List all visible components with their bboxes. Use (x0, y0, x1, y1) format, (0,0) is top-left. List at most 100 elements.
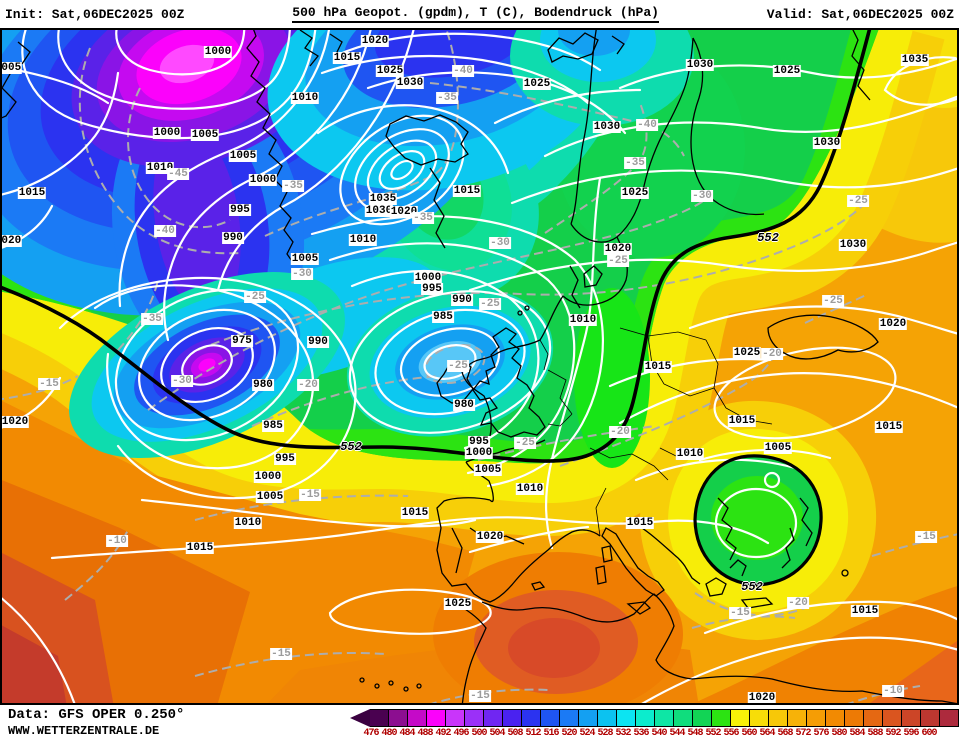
temperature-contour-label: -20 (787, 597, 809, 609)
pressure-contour-label: 985 (432, 311, 454, 323)
geopotential-color-scale: 476 480 484 488 492 496 500 504 508 512 516 520 524 5… (350, 708, 959, 740)
temperature-contour-label: -30 (171, 375, 193, 387)
scale-tick-label: 476 (363, 728, 379, 739)
scale-color-cell (598, 709, 617, 727)
scale-tick-label: 556 (723, 728, 739, 739)
pressure-contour-label: 1005 (228, 150, 258, 162)
pressure-contour-label: 1020 (747, 692, 777, 704)
pressure-contour-label: 1030 (592, 121, 622, 133)
geopotential-552-label: 552 (340, 440, 362, 454)
temperature-contour-label: -40 (154, 225, 176, 237)
scale-color-cell (883, 709, 902, 727)
chart-header: Init: Sat,06DEC2025 00Z 500 hPa Geopot. … (0, 0, 959, 28)
pressure-contour-label: 1035 (900, 54, 930, 66)
scale-tick-label: 528 (597, 728, 613, 739)
temperature-contour-label: -40 (636, 119, 658, 131)
temperature-contour-label: -20 (297, 379, 319, 391)
scale-tick-label: 552 (705, 728, 721, 739)
scale-color-cell (370, 709, 389, 727)
temperature-contour-label: -25 (479, 298, 501, 310)
scale-tick-label: 596 (903, 728, 919, 739)
geopotential-552-label: 552 (741, 580, 763, 594)
scale-color-cell (902, 709, 921, 727)
pressure-contour-label: 1020 (389, 206, 419, 218)
scale-tick-label: 576 (813, 728, 829, 739)
pressure-contour-label: 990 (222, 232, 244, 244)
pressure-contour-label: 980 (453, 399, 475, 411)
pressure-contour-label: 1025 (522, 78, 552, 90)
scale-color-cell (560, 709, 579, 727)
scale-color-cell (826, 709, 845, 727)
temperature-contour-label: -15 (729, 607, 751, 619)
pressure-contour-label: 1015 (874, 421, 904, 433)
pressure-contour-label: 1030 (395, 77, 425, 89)
pressure-contour-label: 995 (274, 453, 296, 465)
scale-color-cell (484, 709, 503, 727)
pressure-contour-label: 1010 (515, 483, 545, 495)
scale-color-cell (636, 709, 655, 727)
temperature-contour-label: -15 (299, 489, 321, 501)
pressure-contour-label: 1015 (625, 517, 655, 529)
scale-tick-label: 480 (381, 728, 397, 739)
pressure-contour-label: 1020 (360, 35, 390, 47)
pressure-contour-label: 1000 (203, 46, 233, 58)
scale-color-cell (541, 709, 560, 727)
pressure-contour-label: 1005 (473, 464, 503, 476)
scale-tick-label: 572 (795, 728, 811, 739)
scale-color-cell (389, 709, 408, 727)
pressure-contour-label: 995 (421, 283, 443, 295)
website-label: WWW.WETTERZENTRALE.DE (8, 724, 160, 738)
pressure-contour-label: 1010 (568, 314, 598, 326)
scale-color-cell (446, 709, 465, 727)
scale-color-cell (750, 709, 769, 727)
temperature-contour-label: -15 (270, 648, 292, 660)
data-source-label: Data: GFS OPER 0.250° (8, 707, 185, 723)
pressure-contour-label: 990 (307, 336, 329, 348)
chart-footer: Data: GFS OPER 0.250° WWW.WETTERZENTRALE… (0, 705, 959, 741)
scale-tick-label: 560 (741, 728, 757, 739)
scale-color-cell (503, 709, 522, 727)
scale-tick-label: 492 (435, 728, 451, 739)
pressure-contour-label: 1025 (443, 598, 473, 610)
temperature-contour-label: -35 (412, 212, 434, 224)
weather-map: 1005100010201015102510301010100010051005… (0, 28, 959, 705)
pressure-contour-label: 995 (468, 436, 490, 448)
temperature-contour-label: -15 (38, 378, 60, 390)
color-scale-labels: 476 480 484 488 492 496 500 504 508 512 516 520 524 5… (350, 728, 956, 740)
temperature-contour-label: -15 (915, 531, 937, 543)
temperature-contour-label: -25 (847, 195, 869, 207)
pressure-contour-label: 1010 (290, 92, 320, 104)
pressure-contour-label: 1005 (763, 442, 793, 454)
init-time-label: Init: Sat,06DEC2025 00Z (5, 6, 185, 22)
scale-color-cell (693, 709, 712, 727)
geopotential-552-label: 552 (757, 231, 779, 245)
temperature-contour-label: -35 (436, 92, 458, 104)
scale-tick-label: 524 (579, 728, 595, 739)
pressure-contour-label: 1015 (332, 52, 362, 64)
temperature-contour-label: -30 (489, 237, 511, 249)
pressure-contour-label: 1020 (878, 318, 908, 330)
coastlines (2, 30, 957, 703)
scale-tick-label: 488 (417, 728, 433, 739)
pressure-contour-label: 1005 (190, 129, 220, 141)
scale-color-cell (788, 709, 807, 727)
pressure-contour-label: 1025 (375, 65, 405, 77)
temperature-contour-label: -35 (624, 157, 646, 169)
scale-tick-label: 540 (651, 728, 667, 739)
scale-tick-label: 536 (633, 728, 649, 739)
temperature-contour-label: -30 (691, 190, 713, 202)
temperature-contour-label: -45 (167, 168, 189, 180)
scale-tick-label: 568 (777, 728, 793, 739)
pressure-contour-label: 1015 (643, 361, 673, 373)
scale-color-cell (921, 709, 940, 727)
pressure-contour-label: 1005 (2, 62, 23, 74)
pressure-contour-label: 990 (451, 294, 473, 306)
isobar-contours (2, 30, 957, 703)
pressure-contour-label: 1035 (368, 193, 398, 205)
scale-color-cell (674, 709, 693, 727)
color-scale-bar (350, 709, 959, 727)
scale-tick-label: 588 (867, 728, 883, 739)
temperature-contour-label: -10 (882, 685, 904, 697)
pressure-contour-label: 1020 (2, 235, 23, 247)
